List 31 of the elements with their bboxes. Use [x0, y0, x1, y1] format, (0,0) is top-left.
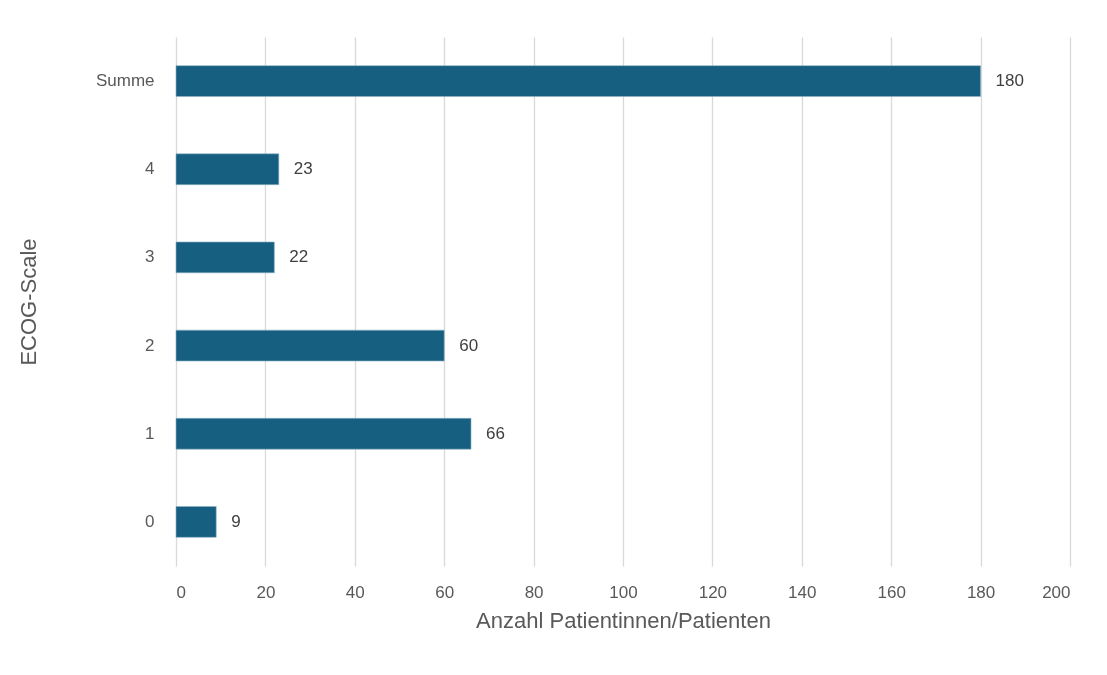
x-tick-label: 40: [345, 582, 365, 602]
x-tick-label: 160: [877, 582, 906, 602]
x-tick-label: 200: [1042, 582, 1071, 602]
y-tick-label: 3: [145, 247, 155, 267]
bar: [175, 153, 280, 185]
bar: [175, 241, 275, 274]
x-tick-label: 80: [524, 582, 544, 602]
data-label: 9: [231, 511, 241, 531]
x-tick-label: 120: [698, 582, 728, 602]
data-label: 180: [995, 71, 1024, 91]
bar: [175, 418, 472, 450]
data-label: 22: [289, 247, 309, 267]
x-tick-label: 100: [609, 582, 638, 602]
x-tick-label: 140: [788, 582, 817, 602]
x-tick-label: 0: [176, 582, 186, 602]
bar: [175, 65, 981, 97]
x-tick-label: 180: [966, 582, 996, 602]
bar: [175, 329, 445, 362]
x-axis-title: Anzahl Patientinnen/Patienten: [476, 607, 771, 633]
data-label: 23: [293, 159, 313, 179]
y-tick-label: 1: [145, 423, 155, 443]
y-tick-label: 0: [145, 511, 155, 531]
y-tick-label: 2: [145, 335, 155, 355]
data-label: 60: [459, 335, 479, 355]
y-tick-label: 4: [145, 159, 155, 179]
y-axis-title: ECOG-Scale: [15, 238, 41, 366]
data-label: 66: [486, 423, 505, 443]
x-tick-label: 60: [435, 582, 455, 602]
x-tick-label: 20: [256, 582, 276, 602]
y-tick-label: Summe: [95, 71, 155, 91]
bar: [175, 506, 217, 538]
